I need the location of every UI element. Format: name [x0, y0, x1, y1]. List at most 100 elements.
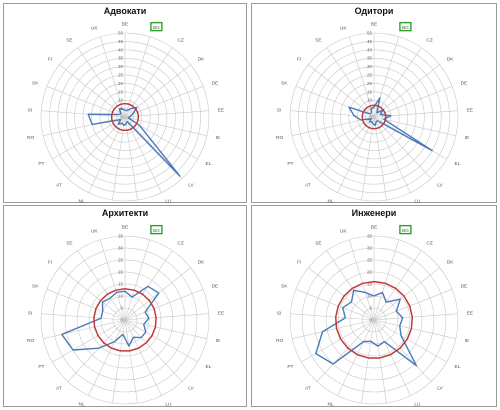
category-label: EL — [455, 161, 461, 167]
grid-spoke — [124, 319, 207, 339]
category-label: SE — [315, 38, 321, 44]
series-line-profession — [61, 285, 160, 351]
grid-spoke — [43, 319, 126, 339]
category-label: BG — [402, 25, 409, 31]
grid-spoke — [43, 116, 126, 136]
category-label: LU — [414, 198, 421, 204]
tick-label: 30 — [367, 246, 373, 251]
category-label: FI — [48, 57, 52, 63]
grid-spoke — [290, 313, 375, 321]
tick-label: 30 — [118, 246, 124, 251]
chart-title: Адвокати — [103, 6, 147, 16]
category-label: DE — [461, 284, 468, 290]
grid-spoke — [308, 267, 375, 321]
series-line-average — [334, 280, 414, 359]
category-label: CZ — [177, 241, 183, 247]
grid-spoke — [373, 116, 456, 136]
tick-label: 20 — [118, 81, 124, 86]
radar-panel-architects: Архитекти 0 5 10 15 20 25 30 35 BE BG CZ DK DE EE IE EL… — [3, 205, 247, 410]
grid-spoke — [348, 239, 375, 321]
grid-spoke — [301, 116, 375, 160]
category-label: PT — [38, 364, 44, 370]
tick-label: 25 — [367, 258, 373, 263]
tick-label: 40 — [118, 47, 124, 52]
tick-label: 0 — [120, 115, 123, 120]
grid-spoke — [124, 250, 173, 321]
category-label: SE — [66, 38, 72, 44]
radar-chart: 05101520253035404550BEBGCZDKDEEEIEELLVLU… — [276, 22, 473, 213]
grid-spoke — [124, 319, 138, 404]
category-label: DE — [212, 81, 219, 87]
grid-spoke — [301, 319, 375, 363]
tick-label: 30 — [367, 64, 373, 69]
grid-spoke — [292, 319, 375, 339]
tick-label: 10 — [367, 294, 373, 299]
series-line-profession — [348, 97, 433, 152]
category-label: LU — [414, 401, 421, 407]
grid-spoke — [373, 319, 456, 339]
grid-spoke — [124, 36, 151, 118]
category-label: NL — [79, 198, 85, 204]
category-label: DK — [447, 57, 454, 63]
category-label: LV — [188, 183, 194, 189]
category-label: LU — [165, 401, 172, 407]
tick-label: 10 — [118, 294, 124, 299]
category-label: FI — [297, 57, 301, 63]
radar-chart: 05101520253035BEBGCZDKDEEEIEELLVLUHUMTNL… — [27, 224, 224, 410]
category-label: BE — [371, 225, 377, 231]
category-label: SI — [28, 311, 33, 317]
category-label: IE — [465, 135, 470, 141]
tick-label: 40 — [367, 47, 373, 52]
category-label: UK — [91, 26, 98, 32]
category-label: EL — [455, 364, 461, 370]
highlight-box — [150, 224, 163, 235]
grid-spoke — [124, 86, 204, 118]
category-label: EE — [467, 108, 473, 114]
tick-label: 15 — [367, 89, 373, 94]
category-label: DK — [447, 260, 454, 266]
series-line-profession — [315, 289, 418, 367]
category-label: SK — [32, 284, 39, 290]
grid-spoke — [41, 313, 126, 321]
category-label: EE — [218, 108, 224, 114]
category-label: DK — [198, 260, 205, 266]
category-label: LV — [188, 386, 194, 392]
radar-panel-auditors: Одитори 0 5 10 15 20 25 30 35 40 45 50 BE BG CZ DK DE EE… — [251, 3, 497, 213]
category-label: IE — [216, 338, 221, 344]
grid-spoke — [52, 319, 126, 363]
series-line-average — [361, 104, 387, 130]
category-label: BE — [122, 22, 128, 28]
category-label: IE — [465, 338, 470, 344]
grid-spoke — [373, 289, 453, 321]
grid-spoke — [348, 36, 375, 118]
category-label: AT — [56, 183, 62, 189]
grid-spoke — [124, 319, 183, 382]
grid-spoke — [67, 319, 126, 382]
series-line-average — [110, 102, 140, 132]
category-label: SI — [277, 311, 282, 317]
grid-spoke — [290, 110, 375, 118]
category-label: CZ — [426, 241, 432, 247]
radar-panel-engineers: Инженери 0 5 10 15 20 25 30 35 BE BG CZ DK DE EE IE EL L… — [251, 205, 497, 410]
category-label: EE — [467, 311, 473, 317]
grid-spoke — [361, 116, 375, 201]
grid-spoke — [316, 116, 375, 179]
category-label: DE — [212, 284, 219, 290]
grid-spoke — [326, 250, 375, 321]
category-label: NL — [79, 401, 85, 407]
category-label: SI — [277, 108, 282, 114]
tick-label: 10 — [367, 98, 373, 103]
category-label: EE — [218, 311, 224, 317]
category-label: SK — [281, 284, 288, 290]
tick-label: 5 — [120, 306, 123, 311]
category-label: FI — [297, 260, 301, 266]
chart-title: Архитекти — [101, 208, 149, 218]
grid-spoke — [373, 86, 453, 118]
tick-label: 15 — [118, 282, 124, 287]
tick-label: 20 — [367, 81, 373, 86]
grid-spoke — [373, 64, 440, 118]
tick-label: 35 — [367, 234, 373, 239]
grid-spoke — [52, 116, 126, 160]
tick-label: 30 — [118, 64, 124, 69]
grid-spoke — [373, 319, 411, 396]
